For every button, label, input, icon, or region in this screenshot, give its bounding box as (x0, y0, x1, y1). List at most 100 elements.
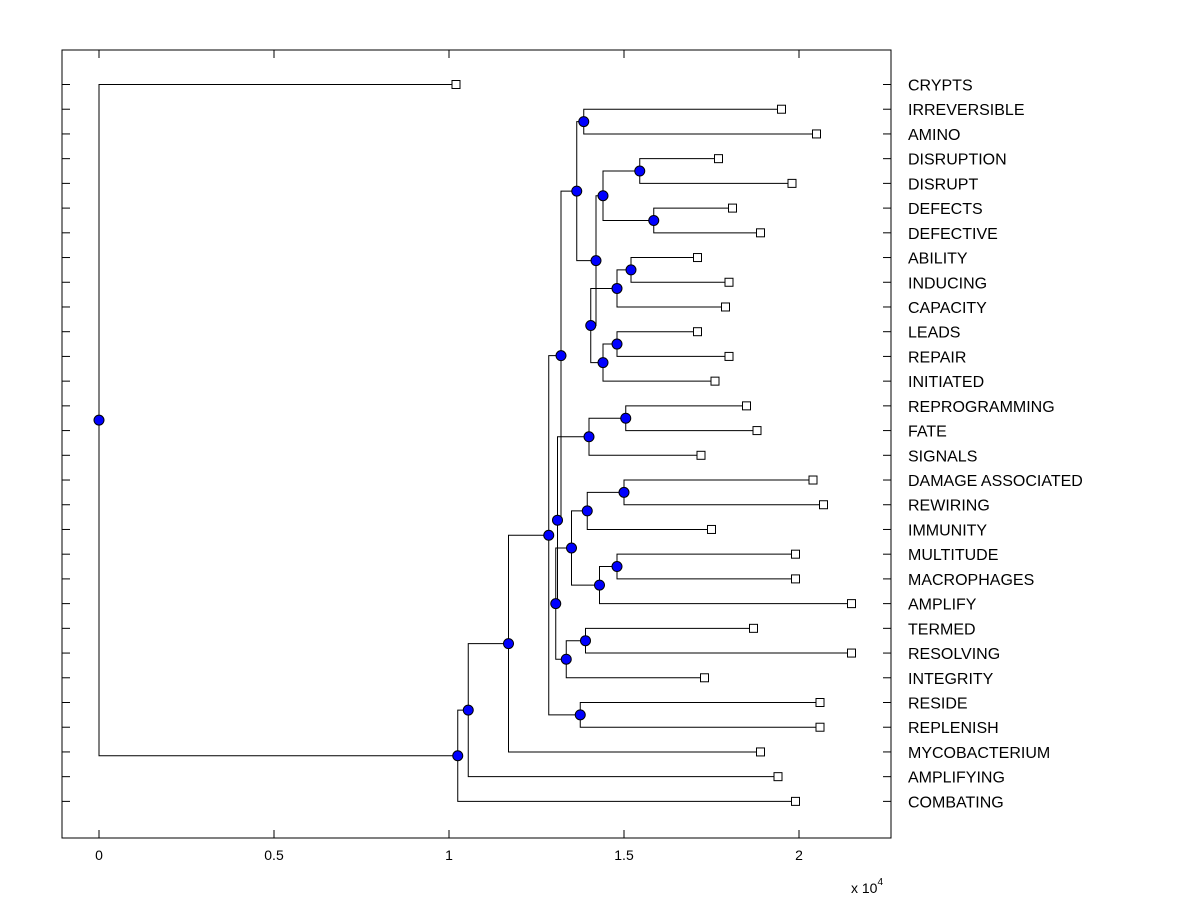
branch-line (576, 191, 596, 262)
node-markers (93, 116, 660, 762)
leaf-marker (787, 178, 797, 188)
node-marker (625, 264, 637, 276)
leaf-marker (700, 673, 709, 683)
branch-line (588, 436, 701, 456)
node-marker (543, 529, 555, 541)
branch-line (653, 220, 761, 234)
leaf-marker (773, 772, 783, 782)
x-tick-label: 1.5 (614, 847, 634, 863)
node-marker (555, 350, 567, 362)
leaf-labels: CRYPTS IRREVERSIBLE AMINO DISRUPTION DISRUPT… (908, 78, 1083, 812)
leaf-marker (756, 228, 765, 238)
branch-line (579, 702, 820, 715)
branch-line (560, 190, 577, 356)
branch-line (595, 195, 603, 261)
x-tick-label: 0 (95, 847, 103, 863)
leaf-label: RESOLVING (908, 646, 1000, 663)
leaf-label: REPLENISH (908, 720, 999, 737)
leaf-marker (714, 154, 723, 164)
leaf-label: DISRUPT (908, 176, 978, 193)
branch-line (98, 420, 458, 757)
y-axis-ticks (62, 84, 891, 802)
leaf-marker (756, 747, 765, 757)
node-marker (462, 704, 474, 716)
node-marker (552, 514, 563, 526)
leaf-label: AMINO (908, 127, 960, 144)
branch-line (555, 603, 567, 660)
x-tick-label: 0.5 (264, 847, 284, 863)
branch-line (557, 355, 562, 521)
leaf-label: IRREVERSIBLE (908, 102, 1024, 119)
x-multiplier-exponent: 4 (877, 877, 883, 888)
branch-line (616, 331, 698, 345)
leaf-markers (451, 80, 856, 806)
branch-line (508, 643, 761, 753)
node-marker (611, 282, 623, 294)
leaf-marker (721, 302, 730, 312)
leaf-label: TERMED (908, 621, 976, 638)
branch-line (557, 436, 589, 521)
leaf-marker (791, 574, 800, 584)
branch-line (616, 566, 796, 580)
leaf-marker (724, 351, 734, 361)
leaf-marker (815, 722, 825, 732)
branch-line (571, 548, 600, 586)
node-marker (550, 598, 562, 610)
branch-line (467, 710, 778, 778)
branch-line (599, 585, 852, 605)
branch-line (599, 566, 617, 586)
leaf-marker (749, 623, 758, 633)
node-marker (580, 635, 591, 647)
branch-line (623, 492, 824, 506)
leaf-marker (812, 129, 821, 139)
leaf-label: REWIRING (908, 498, 990, 515)
leaf-marker (728, 203, 737, 213)
node-marker (590, 255, 602, 267)
leaf-marker (693, 253, 702, 263)
leaf-marker (724, 277, 734, 287)
branch-line (585, 640, 852, 654)
node-marker (503, 638, 514, 650)
leaf-label: MYCOBACTERIUM (908, 745, 1050, 762)
leaf-marker (777, 104, 786, 114)
branch-line (625, 418, 757, 432)
branch-line (457, 709, 469, 756)
leaf-label: IMMUNITY (908, 522, 987, 539)
x-axis-multiplier: x 104 (851, 877, 883, 896)
branch-line (653, 207, 733, 221)
branch-line (588, 417, 626, 437)
node-marker (620, 412, 632, 424)
leaf-marker (752, 426, 762, 436)
leaf-label: SIGNALS (908, 448, 977, 465)
branch-line (457, 755, 796, 802)
branch-line (623, 479, 813, 493)
branch-line (590, 260, 597, 327)
branch-line (98, 84, 456, 421)
branch-line (585, 627, 754, 641)
leaf-label: INDUCING (908, 275, 987, 292)
node-marker (648, 214, 660, 226)
branch-line (602, 362, 715, 382)
leaf-label: MACROPHAGES (908, 572, 1034, 589)
leaf-label: REPROGRAMMING (908, 399, 1055, 416)
node-marker (581, 505, 593, 517)
leaf-marker (791, 796, 800, 806)
node-marker (597, 190, 609, 202)
dendrogram-branches (98, 84, 852, 802)
leaf-label: FATE (908, 424, 947, 441)
node-marker (583, 431, 595, 443)
leaf-marker (847, 599, 856, 609)
leaf-marker (451, 80, 461, 89)
x-tick-label: 2 (795, 847, 803, 863)
branch-line (602, 170, 640, 196)
branch-line (639, 171, 792, 184)
node-marker (585, 320, 597, 332)
node-marker (574, 709, 586, 721)
branch-line (590, 325, 603, 364)
branch-line (583, 108, 782, 122)
leaf-label: AMPLIFY (908, 597, 977, 614)
leaf-label: INITIATED (908, 374, 984, 391)
branch-line (586, 510, 712, 530)
leaf-label: LEADS (908, 325, 960, 342)
x-axis-tick-labels: 0 0.5 1 1.5 2 (95, 847, 803, 863)
